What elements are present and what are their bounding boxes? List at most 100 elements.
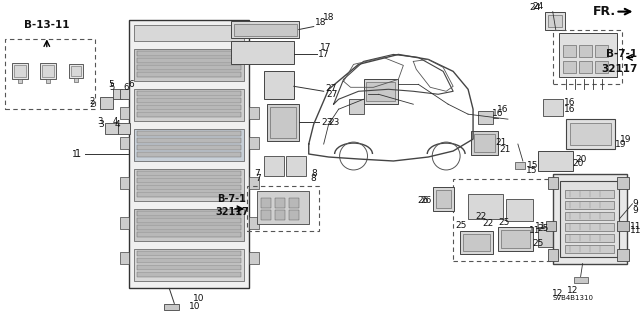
- Bar: [129, 19, 249, 288]
- Bar: [138, 232, 241, 237]
- Bar: [138, 91, 241, 96]
- Text: 26: 26: [417, 196, 429, 205]
- Text: 11: 11: [529, 226, 541, 235]
- Bar: [553, 30, 623, 84]
- Text: 22: 22: [476, 212, 486, 221]
- Text: 6: 6: [129, 80, 134, 89]
- Bar: [570, 123, 611, 145]
- Bar: [5, 40, 95, 109]
- Text: 3: 3: [99, 120, 104, 129]
- Text: 18: 18: [315, 18, 326, 27]
- Text: 1: 1: [75, 149, 81, 159]
- Bar: [138, 218, 241, 223]
- Bar: [579, 61, 591, 73]
- Bar: [538, 227, 566, 247]
- Text: 27: 27: [325, 84, 337, 93]
- Bar: [474, 134, 495, 152]
- Text: 1: 1: [72, 150, 77, 159]
- Bar: [134, 249, 244, 280]
- Bar: [138, 271, 241, 277]
- Bar: [364, 79, 398, 104]
- Text: 25: 25: [499, 218, 509, 227]
- Text: 22: 22: [483, 219, 493, 228]
- Bar: [138, 258, 241, 263]
- Text: 15: 15: [527, 161, 539, 170]
- Bar: [538, 151, 573, 171]
- Text: 25: 25: [532, 239, 543, 248]
- Text: 7: 7: [255, 174, 261, 183]
- Bar: [18, 79, 22, 83]
- Bar: [138, 192, 241, 197]
- Bar: [563, 61, 575, 73]
- Text: 8: 8: [311, 174, 317, 183]
- Bar: [367, 82, 396, 101]
- Bar: [134, 209, 244, 241]
- Text: 12: 12: [552, 289, 563, 298]
- Bar: [138, 178, 241, 183]
- Text: 3: 3: [97, 117, 102, 126]
- Bar: [249, 252, 259, 263]
- Bar: [564, 234, 614, 242]
- Bar: [138, 264, 241, 270]
- Text: 6: 6: [124, 83, 129, 92]
- Text: 32117: 32117: [215, 207, 249, 217]
- Text: 11: 11: [630, 222, 640, 231]
- Text: 11: 11: [630, 226, 640, 235]
- Text: 21: 21: [499, 145, 511, 153]
- Bar: [545, 11, 564, 30]
- Text: 20: 20: [575, 154, 586, 164]
- Text: 7: 7: [254, 169, 260, 178]
- Bar: [138, 105, 241, 110]
- Bar: [548, 249, 557, 261]
- Bar: [548, 15, 562, 26]
- Text: 21: 21: [495, 137, 507, 146]
- Bar: [468, 194, 503, 219]
- Text: 8: 8: [312, 169, 317, 178]
- Text: B-7-1: B-7-1: [218, 194, 246, 204]
- Bar: [436, 190, 451, 208]
- Bar: [564, 190, 614, 198]
- Bar: [566, 119, 616, 149]
- Bar: [618, 249, 629, 261]
- Text: 15: 15: [526, 167, 538, 175]
- Bar: [267, 104, 299, 141]
- Bar: [257, 191, 308, 224]
- Bar: [349, 99, 364, 114]
- Bar: [234, 24, 297, 35]
- Bar: [138, 58, 241, 63]
- Bar: [275, 210, 285, 220]
- Text: 5: 5: [109, 80, 115, 89]
- Bar: [120, 89, 129, 99]
- Text: B-7-1: B-7-1: [606, 49, 637, 59]
- Bar: [289, 198, 299, 208]
- Text: 23: 23: [328, 118, 339, 127]
- Bar: [68, 64, 83, 78]
- Bar: [264, 156, 284, 176]
- Text: FR.: FR.: [593, 5, 616, 18]
- Text: 25: 25: [456, 221, 467, 230]
- Text: 24: 24: [532, 2, 543, 11]
- Bar: [247, 186, 319, 231]
- Bar: [261, 198, 271, 208]
- Bar: [100, 97, 113, 109]
- Bar: [553, 174, 627, 263]
- Text: 9: 9: [632, 199, 638, 208]
- Bar: [70, 66, 81, 76]
- Bar: [543, 99, 563, 116]
- Text: 10: 10: [193, 294, 205, 303]
- Text: 23: 23: [321, 118, 332, 127]
- Text: 10: 10: [188, 302, 200, 311]
- Bar: [138, 251, 241, 256]
- Bar: [573, 277, 588, 284]
- Bar: [579, 46, 591, 57]
- Bar: [548, 177, 557, 189]
- Bar: [471, 131, 498, 155]
- Bar: [498, 227, 533, 251]
- Bar: [560, 181, 620, 256]
- Text: 4: 4: [113, 117, 118, 126]
- Bar: [478, 111, 493, 124]
- Bar: [433, 187, 454, 211]
- Bar: [249, 107, 259, 119]
- Text: 17: 17: [318, 50, 330, 59]
- Text: 24: 24: [529, 3, 540, 12]
